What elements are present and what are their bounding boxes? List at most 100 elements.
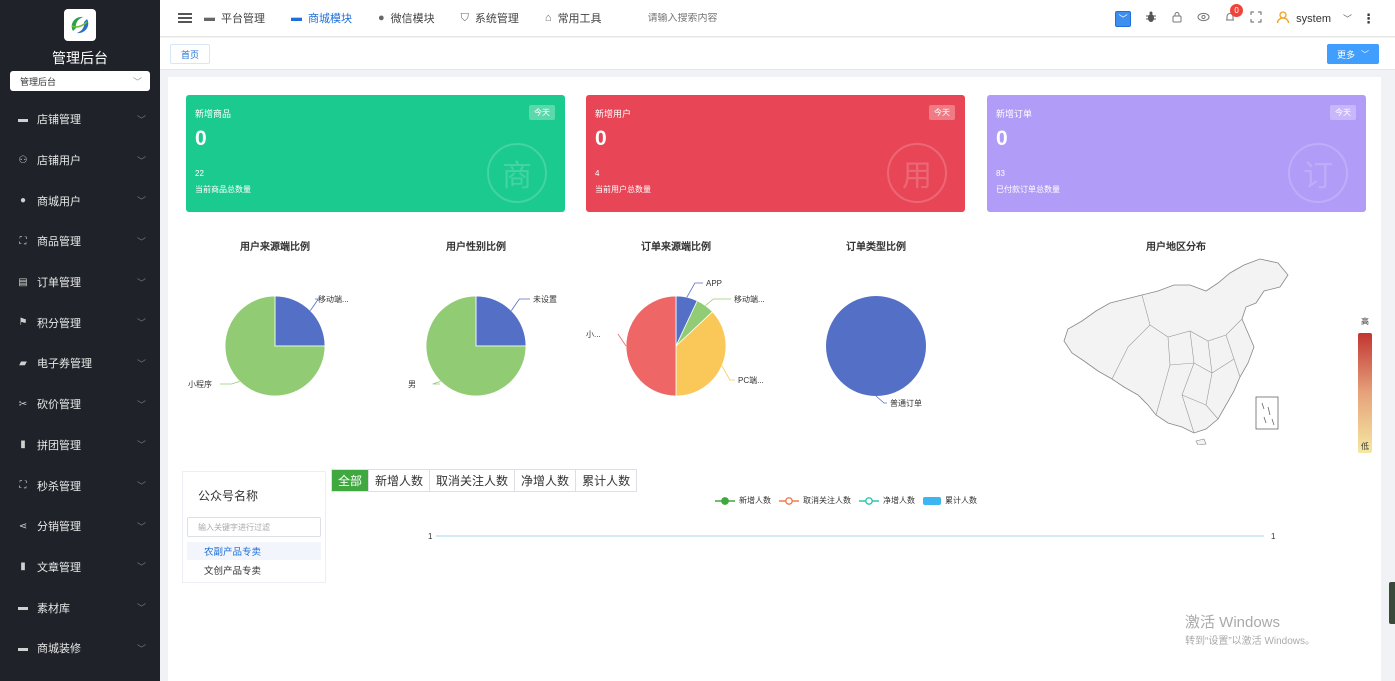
sidebar-item[interactable]: ▮ 文章管理 ﹀: [0, 547, 160, 588]
chevron-down-icon: ﹀: [136, 440, 146, 451]
legend-item[interactable]: 净增人数: [859, 495, 915, 506]
chevron-down-icon: ﹀: [136, 277, 146, 288]
order-icon: ▤: [18, 276, 28, 288]
tab-home[interactable]: 首页: [170, 44, 211, 64]
line-chart-legend: 新增人数 取消关注人数 净增人数 累计人数: [715, 495, 985, 506]
username[interactable]: system: [1296, 12, 1331, 25]
account-item[interactable]: 农副产品专卖: [187, 542, 321, 560]
legend-line-marker: [859, 496, 879, 505]
chart-title-user-gender: 用户性别比例: [446, 242, 506, 253]
sidebar-item[interactable]: ● 商城用户 ﹀: [0, 180, 160, 221]
pie-slice[interactable]: [475, 295, 527, 347]
sidebar-item[interactable]: ✂ 砍价管理 ﹀: [0, 384, 160, 425]
ticket-icon: ▰: [19, 357, 27, 369]
legend-label: 累计人数: [945, 496, 977, 505]
sidebar-item-label: 积分管理: [37, 317, 81, 330]
top-nav-item[interactable]: ⌂ 常用工具: [545, 10, 602, 26]
top-nav-item[interactable]: ▬ 平台管理: [204, 10, 265, 26]
top-nav-item[interactable]: ▬ 商城模块: [291, 10, 352, 26]
chevron-down-icon: ﹀: [132, 76, 142, 87]
legend-item[interactable]: 取消关注人数: [779, 495, 851, 506]
sidebar-item[interactable]: ▰ 电子券管理 ﹀: [0, 343, 160, 384]
chevron-down-icon: ﹀: [136, 399, 146, 410]
layout-select-icon[interactable]: ﹀: [1115, 10, 1132, 27]
scissors-icon: ✂: [18, 398, 28, 410]
y-tick-left: 1: [428, 532, 433, 541]
sidebar-item[interactable]: ▬ 财务管理 ﹀: [0, 669, 160, 681]
more-button[interactable]: 更多 ﹀: [1326, 44, 1379, 64]
pie-slice[interactable]: [625, 295, 677, 397]
pie-label: 移动端...: [734, 294, 765, 304]
account-filter-input[interactable]: 输入关键字进行过滤: [187, 517, 321, 537]
pie-leader-line: [310, 298, 320, 311]
bug-icon[interactable]: [1145, 11, 1157, 26]
sidebar-item[interactable]: ⚇ 店铺用户 ﹀: [0, 140, 160, 181]
lock-icon[interactable]: [1171, 11, 1183, 26]
range-tab[interactable]: 净增人数: [515, 470, 577, 491]
fullscreen-icon[interactable]: [1250, 11, 1262, 26]
stat-total: 83: [996, 169, 1005, 178]
sidebar-item-label: 文章管理: [37, 561, 81, 574]
bell-icon[interactable]: 0: [1224, 4, 1244, 26]
stat-watermark-icon: 用: [887, 143, 947, 203]
chevron-down-icon: ﹀: [136, 603, 146, 614]
hamburger-menu-icon[interactable]: [178, 13, 192, 23]
account-item[interactable]: 文创产品专卖: [204, 566, 262, 577]
pie-slice[interactable]: [826, 296, 926, 396]
chevron-down-icon[interactable]: ﹀: [1342, 14, 1352, 24]
range-tab[interactable]: 取消关注人数: [430, 470, 516, 491]
global-search-input[interactable]: [647, 12, 808, 24]
sidebar-item[interactable]: ▤ 订单管理 ﹀: [0, 262, 160, 303]
chevron-down-icon: ﹀: [136, 114, 146, 125]
stat-total: 4: [595, 169, 600, 178]
range-tab[interactable]: 累计人数: [576, 470, 637, 491]
sidebar-item[interactable]: ⚑ 积分管理 ﹀: [0, 302, 160, 343]
more-vertical-icon[interactable]: ⋮: [1362, 10, 1375, 26]
chevron-down-icon: ﹀: [136, 358, 146, 369]
chart-title-order-source: 订单来源端比例: [641, 242, 711, 253]
pie-label: 普通订单: [890, 398, 922, 408]
sidebar-item-label: 店铺管理: [37, 114, 81, 127]
range-tab[interactable]: 全部: [332, 470, 370, 491]
chevron-down-icon: ﹀: [136, 196, 146, 207]
sidebar-item[interactable]: ⛶ 秒杀管理 ﹀: [0, 465, 160, 506]
sidebar-item[interactable]: ▮ 拼团管理 ﹀: [0, 425, 160, 466]
sidebar-item-label: 电子券管理: [37, 358, 92, 371]
stat-title: 新增订单: [996, 109, 1033, 119]
logo-area: [0, 0, 160, 44]
top-nav-label: 系统管理: [474, 13, 519, 25]
top-nav-label: 微信模块: [390, 13, 435, 25]
top-nav-item[interactable]: ● 微信模块: [378, 10, 435, 26]
chart-title-order-type: 订单类型比例: [846, 242, 906, 253]
stat-description: 当前用户总数量: [595, 185, 651, 194]
sidebar-menu: ▬ 店铺管理 ﹀ ⚇ 店铺用户 ﹀ ● 商城用户 ﹀ ⛶ 商品管理 ﹀ ▤ 订单管理 ﹀…: [0, 99, 160, 681]
pie-leader-line: [617, 333, 627, 347]
sidebar-item[interactable]: ▬ 素材库 ﹀: [0, 587, 160, 628]
system-select[interactable]: 管理后台 ﹀: [10, 71, 150, 91]
side-scroll-handle[interactable]: [1389, 582, 1395, 624]
flag-icon: ⚑: [18, 317, 28, 329]
legend-item[interactable]: 新增人数: [715, 495, 771, 506]
stat-description: 当前商品总数量: [195, 185, 251, 194]
pie-label: APP: [706, 279, 722, 288]
legend-item[interactable]: 累计人数: [923, 495, 977, 506]
map-visual-legend[interactable]: [1358, 333, 1372, 453]
user-avatar-icon[interactable]: [1276, 10, 1290, 27]
pie-slice[interactable]: [675, 311, 727, 397]
stat-card: 新增商品 今天 0 22 当前商品总数量 商: [186, 95, 565, 212]
legend-line-marker: [779, 496, 799, 505]
eye-icon[interactable]: [1197, 11, 1210, 26]
sidebar-item[interactable]: ▬ 店铺管理 ﹀: [0, 99, 160, 140]
sidebar-item[interactable]: ▬ 商城装修 ﹀: [0, 628, 160, 669]
top-nav-item[interactable]: ⛉ 系统管理: [461, 10, 519, 26]
account-panel: 公众号名称 输入关键字进行过滤 农副产品专卖 文创产品专卖: [182, 471, 326, 583]
sidebar-item[interactable]: ⋖ 分销管理 ﹀: [0, 506, 160, 547]
stat-value: 0: [996, 127, 1008, 150]
bag-icon: ⛶: [19, 235, 27, 247]
sidebar-item[interactable]: ⛶ 商品管理 ﹀: [0, 221, 160, 262]
chevron-down-icon: ﹀: [1361, 49, 1369, 59]
range-tab[interactable]: 新增人数: [369, 470, 431, 491]
stat-total: 22: [195, 169, 204, 178]
map-legend-high: 高: [1361, 317, 1369, 326]
